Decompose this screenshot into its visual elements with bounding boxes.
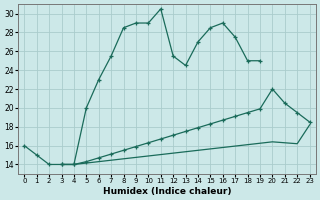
X-axis label: Humidex (Indice chaleur): Humidex (Indice chaleur): [103, 187, 231, 196]
